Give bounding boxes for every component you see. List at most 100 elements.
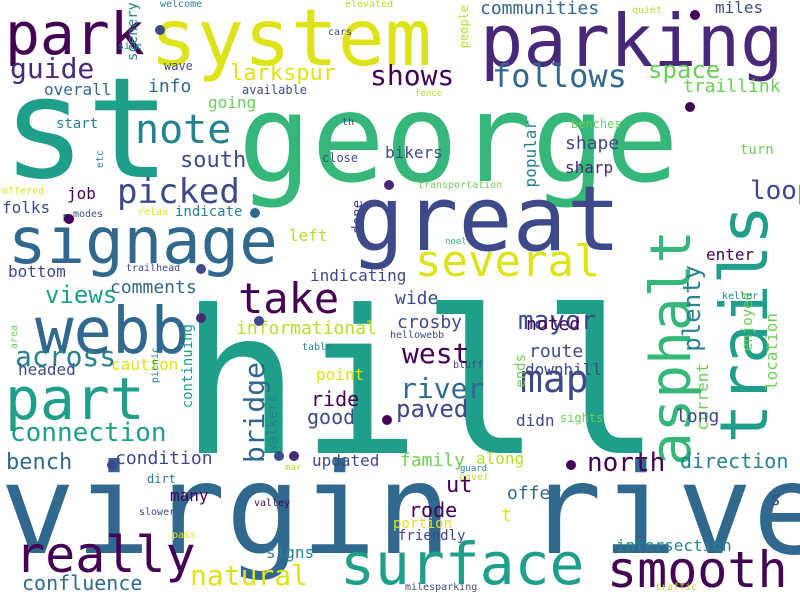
dot-mark [196, 313, 206, 323]
word-note: note [135, 107, 232, 153]
word-enter: enter [706, 245, 755, 264]
word-rode: rode [409, 498, 458, 522]
word-quiet: quiet [632, 5, 663, 16]
word-downhill: downhill [525, 360, 603, 379]
word-etc: etc [95, 150, 106, 169]
word-signage: signage [8, 205, 278, 279]
word-relax: relax [138, 207, 169, 218]
word-smooth: smooth [607, 541, 788, 599]
word-area: area [9, 325, 20, 350]
word-valley: valley [254, 498, 291, 509]
word-friendly: friendly [398, 528, 466, 544]
word-caution: caution [111, 355, 179, 374]
word-indicate: indicate [175, 204, 243, 220]
word-trailhead: trailhead [126, 263, 181, 274]
word-picnic: picnic [150, 347, 161, 384]
word-people: people [457, 5, 471, 49]
word-offer: offer [507, 483, 562, 504]
word-milesparking: milesparking [405, 582, 478, 593]
word-signs: signs [266, 543, 315, 562]
word-noel: noel [445, 237, 467, 247]
word-keller: keller [722, 291, 759, 302]
word-space: space [648, 56, 721, 84]
word-pass: pass [172, 530, 197, 541]
dot-mark [274, 451, 284, 461]
word-going: going [208, 93, 257, 112]
word-communities: communities [480, 0, 600, 19]
word-comments: comments [110, 277, 197, 298]
word-table: table [302, 342, 333, 353]
word-elevated: elevated [345, 0, 394, 10]
dot-mark [566, 460, 576, 470]
dot-mark [64, 214, 74, 224]
word-condition: condition [115, 448, 213, 469]
word-long: long [676, 406, 720, 427]
word-st: st [2, 48, 171, 211]
word-shape: shape [565, 133, 620, 154]
word-natural: natural [190, 559, 309, 592]
word-ride: ride [311, 387, 360, 411]
dot-mark [690, 10, 700, 20]
word-mayor: mayor [518, 306, 597, 336]
word-take: take [238, 274, 340, 323]
word-continuing: continuing [180, 324, 196, 409]
word-modes: modes [73, 209, 104, 220]
word-cars: cars [328, 27, 353, 38]
word-th: th [342, 117, 355, 128]
word-good: good [307, 405, 356, 429]
dot-mark [155, 25, 165, 35]
word-paved: paved [396, 395, 469, 423]
word-larkspur: larkspur [230, 61, 336, 86]
word-park: park [5, 0, 145, 68]
word-info: info [148, 76, 192, 97]
word-welcome: welcome [160, 0, 203, 10]
word-point: point [316, 365, 365, 384]
word-slower: slower [139, 507, 176, 518]
word-many: many [170, 486, 209, 505]
word-picked: picked [117, 172, 240, 212]
word-turn: turn [740, 142, 774, 158]
word-shows: shows [370, 59, 455, 92]
word-bluff: bluff [453, 360, 484, 371]
dot-mark [107, 460, 117, 470]
word-headed: headed [18, 360, 76, 379]
word-north: north [587, 448, 666, 478]
word-follows: follows [492, 57, 627, 95]
word-guide: guide [10, 52, 95, 85]
word-confluence: confluence [22, 571, 143, 595]
word-wave: wave [164, 59, 193, 73]
word-folks: folks [2, 198, 51, 217]
dot-mark [250, 208, 260, 218]
word-sharp: sharp [565, 158, 614, 177]
word-cover: cover [459, 472, 490, 483]
word-fence: fence [415, 89, 443, 99]
word-transportation: transportation [418, 180, 503, 191]
word-really: really [15, 526, 196, 584]
word-left: left [289, 226, 328, 245]
word-along: along [476, 449, 525, 468]
word-close: close [322, 151, 359, 165]
word-noted: noted [526, 314, 581, 335]
word-bikers: bikers [385, 143, 443, 162]
word-scenery: scenery [125, 2, 141, 62]
word-updated: updated [312, 451, 380, 470]
word-s: s [770, 489, 781, 510]
word-crosby: crosby [397, 312, 463, 333]
word-walkers: walkers [265, 394, 281, 454]
word-webb: webb [35, 295, 190, 369]
word-several: several [415, 236, 601, 287]
word-guard: guard [460, 464, 488, 474]
word-hellowebb: hellowebb [390, 330, 445, 341]
dot-mark [196, 264, 206, 274]
word-surface: surface [340, 530, 585, 598]
word-dirt: dirt [147, 472, 176, 486]
word-river: river [400, 372, 485, 405]
word-virgin-river: virgin river [0, 438, 800, 583]
word-informational: informational [236, 318, 377, 339]
word-family: family [400, 450, 466, 471]
word-mar: mar [285, 463, 302, 473]
word-start: start [56, 116, 99, 132]
word-across: across [15, 340, 117, 373]
word-didn: didn [516, 411, 555, 430]
